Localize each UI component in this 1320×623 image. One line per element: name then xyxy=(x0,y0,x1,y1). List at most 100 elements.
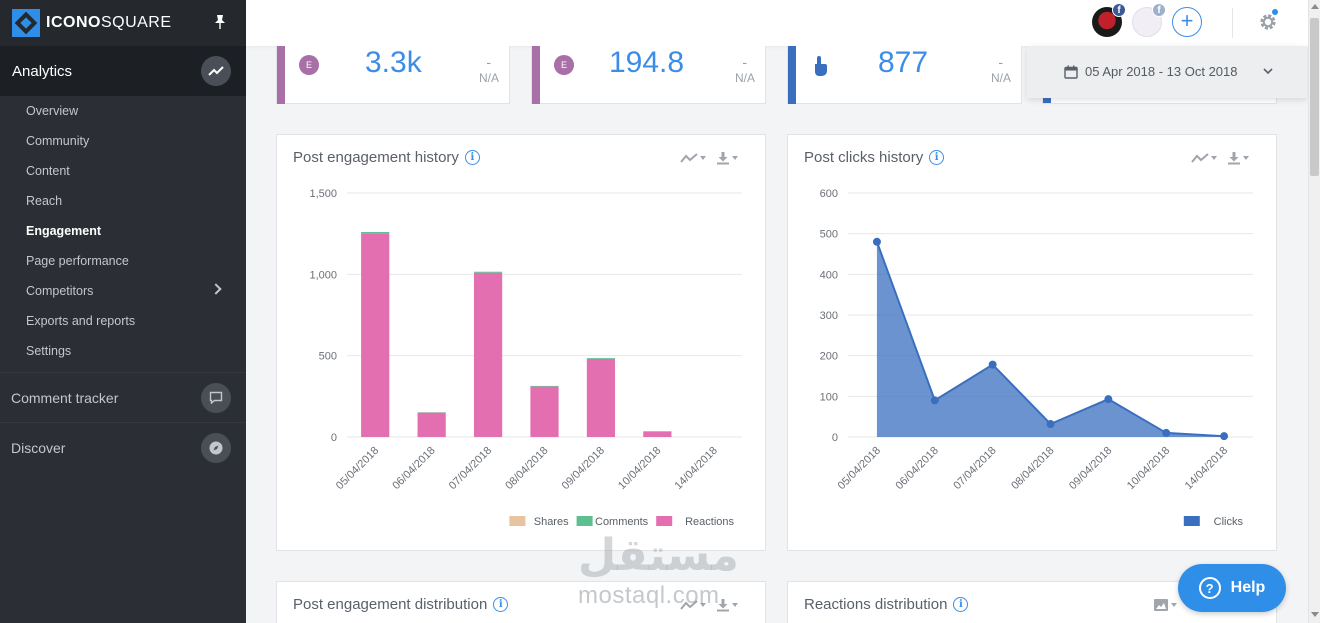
kpi-na: N/A xyxy=(990,71,1011,85)
pin-icon[interactable] xyxy=(212,14,228,30)
sidebar-item-label: Community xyxy=(26,134,90,148)
scrollbar-thumb[interactable] xyxy=(1310,18,1319,176)
legend-label: Comments xyxy=(595,516,649,528)
image-export-button[interactable] xyxy=(1153,598,1177,612)
sidebar-item-label: Competitors xyxy=(26,284,94,298)
sidebar-item-label: Engagement xyxy=(26,224,102,238)
sidebar-item-label: Content xyxy=(26,164,70,178)
info-icon[interactable]: i xyxy=(953,597,969,612)
nav-analytics[interactable]: Analytics xyxy=(0,46,246,96)
scroll-down-arrow-icon[interactable] xyxy=(1311,612,1319,617)
watermark-arabic: مستقل xyxy=(578,530,739,581)
kpi-value: 3.3k xyxy=(365,46,422,79)
legend-swatch xyxy=(576,516,593,526)
notification-dot xyxy=(1272,9,1278,15)
kpi-na: N/A xyxy=(478,71,499,85)
caret-down-icon xyxy=(700,603,706,607)
clicks-point xyxy=(930,396,939,405)
caret-down-icon xyxy=(732,603,738,607)
sidebar-item-community[interactable]: Community xyxy=(0,126,246,156)
bar-reactions xyxy=(530,386,559,437)
sidebar-item-exports-reports[interactable]: Exports and reports xyxy=(0,306,246,336)
sidebar-item-label: Overview xyxy=(26,104,79,118)
x-tick-label: 07/04/2018 xyxy=(447,445,494,492)
kpi-card-partial xyxy=(1042,96,1277,104)
sidebar-item-engagement[interactable]: Engagement xyxy=(0,216,246,246)
y-tick-label: 100 xyxy=(820,391,838,403)
kpi-card-engagement-total: E 3.3k - N/A xyxy=(276,46,510,104)
legend-swatch xyxy=(1183,516,1200,526)
chart-type-button[interactable] xyxy=(680,152,706,164)
x-tick-label: 14/04/2018 xyxy=(1183,445,1230,492)
y-tick-label: 0 xyxy=(331,432,337,444)
kpi-card-engagement-average: E 194.8 - N/A xyxy=(531,46,766,104)
kpi-trend-dash: - xyxy=(486,54,491,70)
panel-tools xyxy=(680,151,738,165)
logo-primary: ICONO xyxy=(46,14,101,31)
clicks-point xyxy=(1104,395,1113,404)
y-tick-label: 500 xyxy=(319,351,337,363)
engagement-history-chart: 0 500 1,000 1,500 05/04/2018 06/04/2018 07/04/… xyxy=(309,188,742,528)
date-range-picker[interactable]: 05 Apr 2018 - 13 Oct 2018 xyxy=(1027,46,1307,98)
bar-comments xyxy=(586,358,616,359)
analytics-subnav: Overview Community Content Reach Engagem… xyxy=(0,96,246,366)
info-icon[interactable]: i xyxy=(929,150,945,165)
sidebar-item-content[interactable]: Content xyxy=(0,156,246,186)
nav-comment-tracker[interactable]: Comment tracker xyxy=(0,372,246,422)
nav-comment-tracker-label: Comment tracker xyxy=(11,389,119,406)
bar-comments xyxy=(361,232,390,234)
clicks-area xyxy=(876,241,1225,437)
kpi-trend-dash: - xyxy=(742,54,747,70)
x-tick-label: 08/04/2018 xyxy=(503,445,550,492)
sidebar-item-label: Exports and reports xyxy=(26,314,136,328)
panel-tools xyxy=(1153,598,1177,612)
clicks-point xyxy=(1046,419,1055,428)
x-tick-label: 06/04/2018 xyxy=(390,445,437,492)
x-tick-label: 08/04/2018 xyxy=(1009,445,1056,492)
sidebar-item-settings[interactable]: Settings xyxy=(0,336,246,366)
kpi-stripe xyxy=(1043,96,1051,103)
facebook-badge-icon: f xyxy=(1112,3,1126,17)
download-button[interactable] xyxy=(716,151,738,165)
x-tick-label: 09/04/2018 xyxy=(560,445,607,492)
nav-discover[interactable]: Discover xyxy=(0,422,246,472)
info-icon[interactable]: i xyxy=(493,597,509,612)
caret-down-icon xyxy=(700,156,706,160)
sidebar-item-page-performance[interactable]: Page performance xyxy=(0,246,246,276)
line-chart-icon xyxy=(680,600,698,610)
chevron-down-icon xyxy=(1263,68,1273,75)
sidebar-item-overview[interactable]: Overview xyxy=(0,96,246,126)
chart-type-button[interactable] xyxy=(1191,152,1217,164)
sidebar-item-competitors[interactable]: Competitors xyxy=(0,276,246,306)
line-chart-icon xyxy=(680,153,698,163)
panel-title: Post engagement distribution xyxy=(293,596,488,613)
download-button[interactable] xyxy=(1227,151,1249,165)
scroll-up-arrow-icon[interactable] xyxy=(1311,4,1319,9)
bar-comments xyxy=(530,385,559,387)
panel-clicks-history: Post clicks history i 0 100 200 300 400 500 600… xyxy=(787,134,1277,551)
image-icon xyxy=(1154,599,1168,611)
download-button[interactable] xyxy=(716,598,738,612)
y-tick-label: 0 xyxy=(832,432,838,444)
line-chart-icon xyxy=(1191,153,1209,163)
help-button[interactable]: ? Help xyxy=(1178,564,1286,612)
sidebar: ICONOSQUARE Analytics Overview Community… xyxy=(0,0,246,623)
panel-tools xyxy=(1191,151,1249,165)
x-tick-label: 10/04/2018 xyxy=(616,445,663,492)
sidebar-item-label: Page performance xyxy=(26,254,129,268)
logo[interactable]: ICONOSQUARE xyxy=(0,0,246,46)
bar-reactions xyxy=(361,233,390,437)
legend-label: Clicks xyxy=(1214,516,1244,528)
clicks-point xyxy=(872,237,881,246)
gear-icon[interactable] xyxy=(1258,12,1278,32)
chart-type-button[interactable] xyxy=(680,599,706,611)
sidebar-item-label: Settings xyxy=(26,344,72,358)
download-icon xyxy=(717,152,729,165)
panel-engagement-distribution: Post engagement distribution i xyxy=(276,581,766,623)
add-account-button[interactable]: + xyxy=(1172,7,1202,37)
sidebar-item-reach[interactable]: Reach xyxy=(0,186,246,216)
x-tick-label: 06/04/2018 xyxy=(893,445,940,492)
kpi-na: N/A xyxy=(734,71,755,85)
info-icon[interactable]: i xyxy=(464,150,480,165)
